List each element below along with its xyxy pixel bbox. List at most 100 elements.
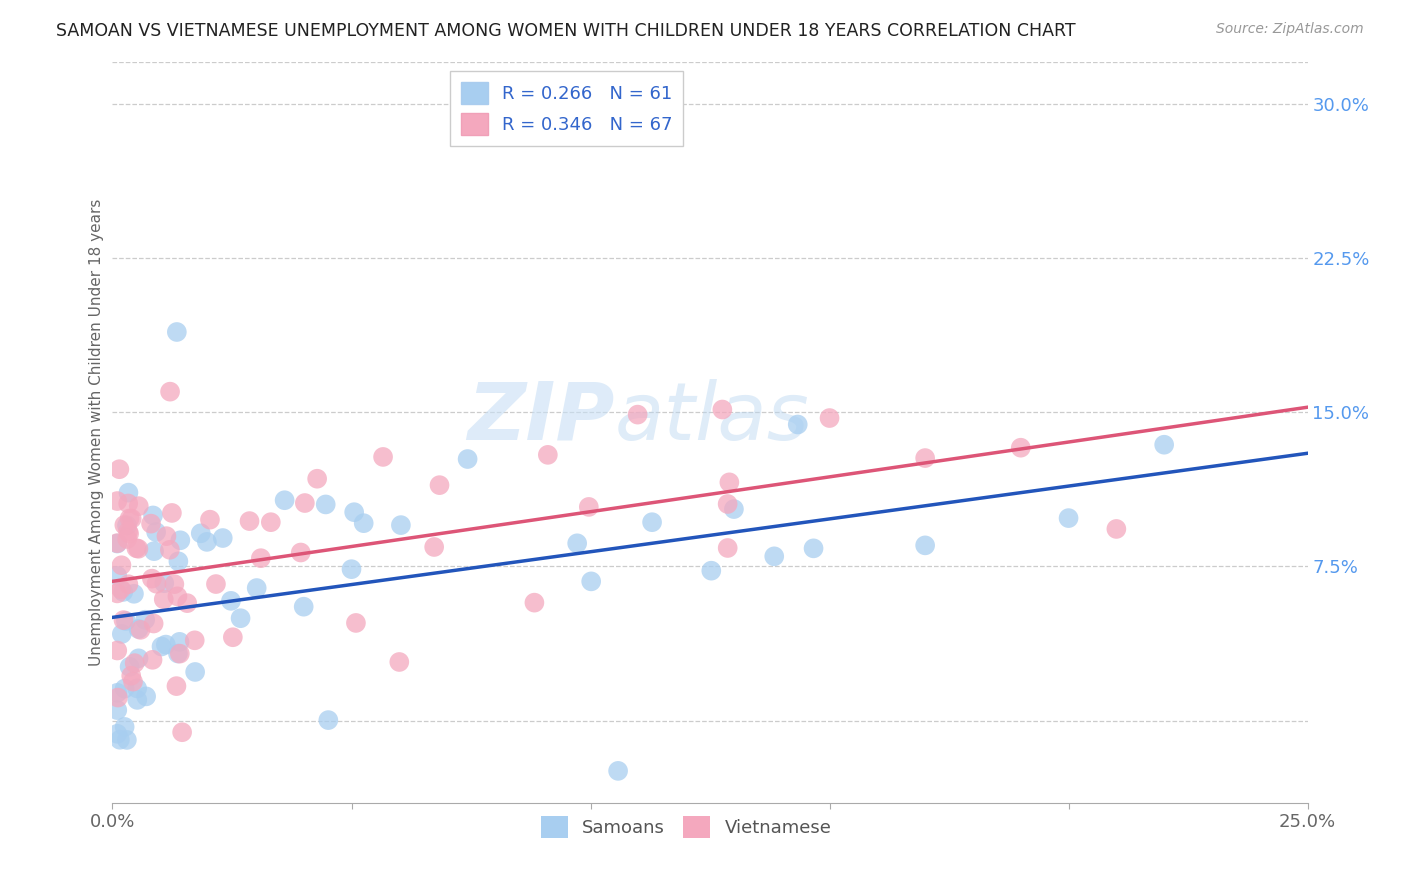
Point bbox=[423, 540, 446, 554]
Point bbox=[523, 596, 546, 610]
Point bbox=[190, 526, 212, 541]
Point bbox=[198, 513, 221, 527]
Point bbox=[172, 725, 194, 739]
Point bbox=[717, 497, 740, 511]
Y-axis label: Unemployment Among Women with Children Under 18 years: Unemployment Among Women with Children U… bbox=[89, 199, 104, 666]
Point bbox=[388, 655, 411, 669]
Point bbox=[219, 594, 242, 608]
Legend: Samoans, Vietnamese: Samoans, Vietnamese bbox=[533, 809, 839, 846]
Point bbox=[150, 640, 173, 654]
Point bbox=[169, 533, 191, 548]
Point bbox=[166, 325, 188, 339]
Point bbox=[163, 577, 186, 591]
Point bbox=[167, 554, 190, 568]
Point bbox=[344, 615, 367, 630]
Point bbox=[290, 545, 312, 559]
Point bbox=[537, 448, 560, 462]
Text: atlas: atlas bbox=[614, 379, 810, 457]
Point bbox=[176, 596, 198, 610]
Point bbox=[318, 713, 340, 727]
Point bbox=[112, 518, 135, 533]
Point bbox=[125, 541, 148, 556]
Point bbox=[260, 515, 283, 529]
Point bbox=[167, 647, 190, 661]
Point bbox=[124, 656, 146, 670]
Point bbox=[105, 536, 128, 550]
Point bbox=[763, 549, 786, 564]
Point bbox=[307, 472, 329, 486]
Point bbox=[723, 502, 745, 516]
Point bbox=[429, 478, 451, 492]
Point bbox=[115, 532, 138, 546]
Point bbox=[250, 551, 273, 566]
Point bbox=[159, 384, 181, 399]
Point bbox=[134, 613, 156, 627]
Point bbox=[105, 703, 128, 717]
Point bbox=[135, 690, 157, 704]
Point bbox=[120, 669, 142, 683]
Point bbox=[107, 690, 129, 705]
Point bbox=[205, 577, 228, 591]
Point bbox=[114, 720, 136, 734]
Point bbox=[169, 635, 191, 649]
Point bbox=[105, 727, 128, 741]
Point bbox=[115, 733, 138, 747]
Point bbox=[343, 505, 366, 519]
Point bbox=[578, 500, 600, 514]
Point bbox=[117, 577, 139, 591]
Point bbox=[457, 452, 479, 467]
Point bbox=[105, 569, 128, 583]
Point bbox=[169, 647, 191, 661]
Text: SAMOAN VS VIETNAMESE UNEMPLOYMENT AMONG WOMEN WITH CHILDREN UNDER 18 YEARS CORRE: SAMOAN VS VIETNAMESE UNEMPLOYMENT AMONG … bbox=[56, 22, 1076, 40]
Point bbox=[141, 653, 163, 667]
Point bbox=[122, 674, 145, 689]
Point bbox=[127, 681, 149, 696]
Point bbox=[117, 524, 139, 539]
Point bbox=[108, 732, 131, 747]
Point bbox=[159, 542, 181, 557]
Point bbox=[128, 622, 150, 636]
Point bbox=[340, 562, 363, 576]
Point bbox=[165, 679, 187, 693]
Point bbox=[292, 599, 315, 614]
Point bbox=[229, 611, 252, 625]
Point bbox=[105, 643, 128, 657]
Point bbox=[711, 402, 734, 417]
Point bbox=[122, 587, 145, 601]
Point bbox=[118, 660, 141, 674]
Point bbox=[818, 411, 841, 425]
Point bbox=[121, 512, 143, 526]
Point bbox=[184, 665, 207, 679]
Point bbox=[786, 417, 808, 432]
Point bbox=[567, 536, 589, 550]
Point bbox=[142, 508, 165, 523]
Point bbox=[273, 493, 295, 508]
Point bbox=[127, 541, 149, 556]
Point bbox=[112, 585, 135, 599]
Point bbox=[129, 623, 152, 637]
Point bbox=[238, 514, 260, 528]
Point bbox=[115, 518, 138, 533]
Point bbox=[579, 574, 602, 589]
Point bbox=[105, 686, 128, 700]
Point bbox=[118, 511, 141, 525]
Point bbox=[1153, 438, 1175, 452]
Point bbox=[315, 498, 337, 512]
Point bbox=[718, 475, 741, 490]
Point bbox=[153, 576, 176, 591]
Point bbox=[141, 572, 163, 586]
Point bbox=[105, 494, 128, 508]
Point bbox=[155, 529, 177, 543]
Point bbox=[184, 633, 207, 648]
Point bbox=[139, 516, 162, 531]
Point bbox=[152, 592, 174, 607]
Point bbox=[155, 638, 177, 652]
Point bbox=[117, 485, 139, 500]
Point bbox=[246, 581, 269, 595]
Point bbox=[607, 764, 630, 778]
Point bbox=[195, 534, 218, 549]
Text: Source: ZipAtlas.com: Source: ZipAtlas.com bbox=[1216, 22, 1364, 37]
Point bbox=[1010, 441, 1032, 455]
Point bbox=[627, 408, 650, 422]
Point bbox=[914, 451, 936, 466]
